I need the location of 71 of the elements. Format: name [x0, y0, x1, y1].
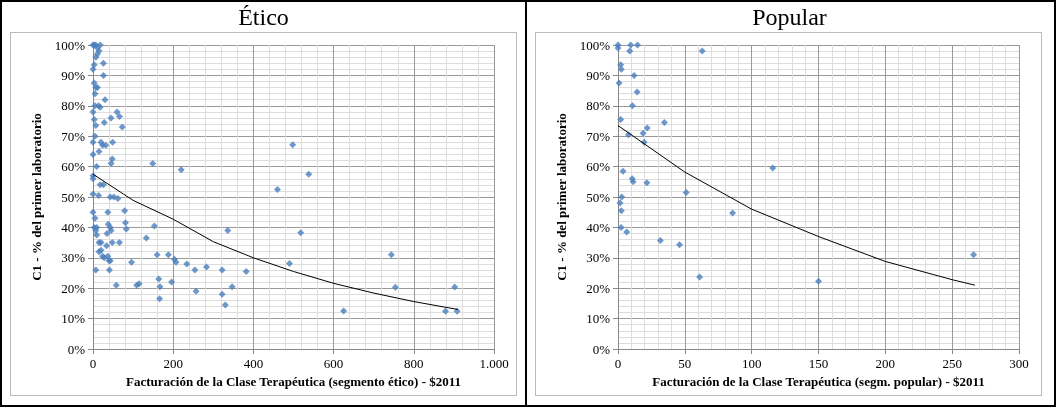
point: [628, 102, 636, 110]
y-axis-title: C1 - % del primer laboratorio: [29, 113, 44, 281]
x-tick-label: 150: [808, 356, 829, 371]
point: [698, 47, 706, 55]
y-axis-title: C1 - % del primer laboratorio: [554, 113, 569, 281]
x-tick-label: 0: [89, 356, 97, 371]
point: [618, 193, 626, 201]
y-tick-label: 50%: [586, 189, 611, 205]
point: [617, 223, 625, 231]
point: [633, 88, 641, 96]
y-tick-label: 50%: [61, 189, 86, 205]
point: [623, 228, 631, 236]
x-tick-label: 200: [875, 356, 896, 371]
point: [634, 41, 642, 49]
point: [627, 41, 635, 49]
y-tick-label: 40%: [586, 219, 611, 235]
y-tick-label: 80%: [586, 98, 611, 114]
chart-title: Popular: [751, 3, 828, 32]
x-tick-label: 100: [741, 356, 762, 371]
point: [769, 164, 777, 172]
point: [682, 188, 690, 196]
x-axis-title: Facturación de la Clase Terapéutica (segm. popular) - $2011: [652, 373, 985, 389]
y-tick-label: 60%: [61, 159, 86, 175]
x-axis-title: Facturación de la Clase Terapéutica (segmento ético) - $2011: [125, 373, 462, 389]
y-tick-label: 100%: [579, 37, 611, 53]
x-tick-label: 1.000: [479, 356, 509, 371]
y-tick-label: 90%: [586, 67, 611, 83]
point: [643, 124, 651, 132]
point: [617, 115, 625, 123]
x-tick-label: 250: [942, 356, 962, 371]
point: [970, 251, 978, 259]
line-series: [617, 125, 976, 286]
y-tick-label: 70%: [586, 128, 611, 144]
x-tick-label: 200: [163, 356, 183, 371]
point: [660, 119, 668, 127]
point: [675, 241, 683, 249]
y-tick-label: 80%: [61, 98, 86, 114]
point: [630, 71, 638, 79]
y-tick-label: 10%: [586, 311, 611, 327]
chart-title: Ético: [237, 3, 290, 32]
y-tick-label: 100%: [54, 37, 86, 53]
y-tick-label: 20%: [586, 280, 611, 296]
point: [643, 179, 651, 187]
y-tick-label: 40%: [61, 219, 86, 235]
y-tick-label: 0%: [592, 341, 611, 357]
y-tick-label: 30%: [586, 250, 611, 266]
point: [617, 207, 625, 215]
y-tick-label: 20%: [61, 280, 86, 296]
x-tick-label: 300: [1009, 356, 1029, 371]
x-tick-label: 600: [323, 356, 344, 371]
point: [656, 236, 664, 244]
x-tick-label: 400: [243, 356, 264, 371]
y-tick-label: 0%: [67, 341, 86, 357]
point: [626, 47, 634, 55]
x-tick-label: 0: [614, 356, 622, 371]
y-tick-label: 60%: [586, 159, 611, 175]
y-tick-label: 10%: [61, 311, 86, 327]
point: [696, 273, 704, 281]
x-tick-label: 800: [404, 356, 424, 371]
point: [615, 79, 623, 87]
y-tick-label: 30%: [61, 250, 86, 266]
x-tick-label: 50: [678, 356, 692, 371]
point: [617, 65, 625, 73]
y-tick-label: 70%: [61, 128, 86, 144]
y-tick-label: 90%: [61, 67, 86, 83]
point: [619, 167, 627, 175]
point: [729, 209, 737, 217]
point: [639, 129, 647, 137]
point: [616, 199, 624, 207]
point: [617, 61, 625, 69]
point: [815, 277, 822, 285]
